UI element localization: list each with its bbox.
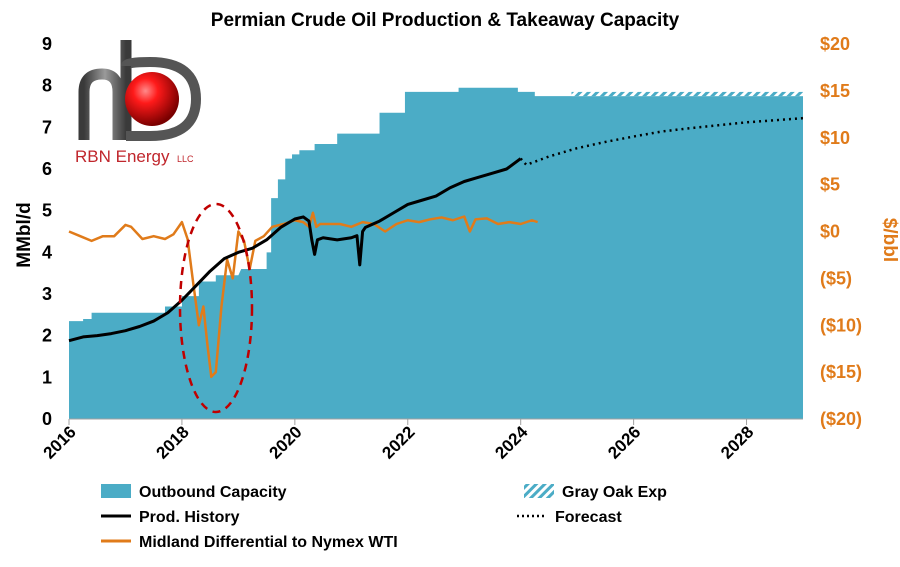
left-axis-title: MMbl/d [14, 202, 35, 267]
y-tick-label: 4 [42, 242, 52, 262]
logo-brand-text: RBN Energy [75, 147, 170, 166]
legend: Outbound Capacity Gray Oak Exp Prod. His… [101, 484, 667, 551]
right-axis-ticks: ($20) ($15) ($10) ($5) $0 $5 $10 $15 $20 [820, 34, 862, 429]
rbn-logo: RBN Energy LLC [75, 40, 202, 166]
y2-tick-label: ($10) [820, 315, 862, 335]
logo-llc-text: LLC [177, 154, 194, 164]
x-tick-label: 2018 [153, 422, 193, 462]
y2-tick-label: $15 [820, 81, 850, 101]
left-axis-ticks: 0 1 2 3 4 5 6 7 8 9 [42, 34, 52, 429]
y-tick-label: 6 [42, 159, 52, 179]
gray-oak-area-layer [571, 91, 803, 97]
y2-tick-label: ($15) [820, 362, 862, 382]
y2-tick-label: $5 [820, 175, 840, 195]
y2-tick-label: ($5) [820, 268, 852, 288]
legend-label-forecast: Forecast [555, 509, 622, 526]
legend-swatch-capacity [101, 484, 131, 498]
logo-ball-icon [125, 72, 179, 126]
y2-tick-label: ($20) [820, 409, 862, 429]
y-tick-label: 9 [42, 34, 52, 54]
x-tick-label: 2028 [717, 422, 757, 462]
y-tick-label: 8 [42, 76, 52, 96]
x-tick-label: 2020 [265, 422, 305, 462]
x-tick-label: 2024 [491, 422, 532, 463]
right-axis-title: $/bbl [879, 218, 900, 262]
y-tick-label: 7 [42, 117, 52, 137]
legend-swatch-grayoak [524, 484, 554, 498]
differential-line-layer [68, 211, 539, 379]
highlight-ellipse [178, 202, 254, 414]
legend-label-differential: Midland Differential to Nymex WTI [139, 534, 398, 551]
y-tick-label: 0 [42, 409, 52, 429]
logo-pipe-icon [78, 40, 132, 140]
y2-tick-label: $20 [820, 34, 850, 54]
y2-tick-label: $0 [820, 222, 840, 242]
x-axis-ticks: 2016 2018 2020 2022 2024 2026 2028 [40, 419, 757, 463]
differential-line [68, 211, 539, 379]
capacity-area [69, 87, 803, 419]
y-tick-label: 3 [42, 284, 52, 304]
y-tick-label: 5 [42, 201, 52, 221]
chart-title: Permian Crude Oil Production & Takeaway … [211, 10, 680, 31]
forecast-line-layer [519, 116, 804, 167]
capacity-area-layer [69, 87, 803, 419]
legend-label-grayoak: Gray Oak Exp [562, 484, 667, 501]
forecast-line [519, 116, 804, 167]
y2-tick-label: $10 [820, 128, 850, 148]
production-line [68, 157, 522, 343]
production-line-layer [68, 157, 522, 343]
legend-label-capacity: Outbound Capacity [139, 484, 287, 501]
x-tick-label: 2022 [378, 422, 418, 462]
legend-label-production: Prod. History [139, 509, 240, 526]
y-tick-label: 1 [42, 367, 52, 387]
x-tick-label: 2026 [604, 422, 644, 462]
y-tick-label: 2 [42, 326, 52, 346]
gray-oak-band [571, 91, 803, 97]
